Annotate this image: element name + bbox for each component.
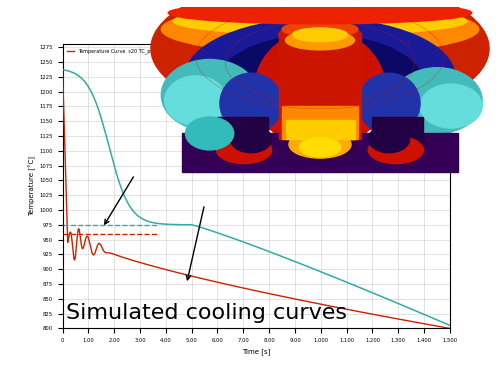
Ellipse shape [420, 84, 482, 128]
Ellipse shape [368, 125, 410, 153]
Ellipse shape [292, 28, 348, 42]
Ellipse shape [254, 29, 386, 150]
Ellipse shape [230, 125, 272, 153]
Ellipse shape [186, 18, 454, 134]
Ellipse shape [358, 73, 420, 134]
Bar [278, 35, 361, 139]
Ellipse shape [174, 7, 467, 35]
Ellipse shape [392, 68, 482, 134]
Bar [182, 134, 458, 172]
Ellipse shape [289, 131, 351, 158]
Ellipse shape [216, 35, 424, 134]
Ellipse shape [186, 117, 234, 150]
Ellipse shape [165, 76, 227, 125]
Bar [282, 106, 358, 139]
Ellipse shape [220, 73, 282, 134]
Ellipse shape [216, 136, 272, 163]
Ellipse shape [300, 138, 341, 157]
Text: Simulated cooling curves: Simulated cooling curves [66, 303, 348, 323]
Ellipse shape [168, 2, 472, 24]
Ellipse shape [151, 0, 489, 120]
Ellipse shape [162, 5, 478, 54]
Ellipse shape [368, 136, 424, 163]
Ellipse shape [282, 21, 358, 38]
Bar [216, 117, 268, 150]
Ellipse shape [286, 31, 354, 50]
Bar [372, 117, 424, 150]
Ellipse shape [162, 59, 258, 131]
Legend: Temperature Curve  s20 TC_p8, Temperature Curve  s80 TC_p8: Temperature Curve s20 TC_p8, Temperature… [65, 47, 247, 56]
Y-axis label: Temperature [°C]: Temperature [°C] [29, 156, 36, 216]
Bar [286, 120, 354, 139]
X-axis label: Time [s]: Time [s] [242, 349, 270, 355]
Ellipse shape [278, 24, 361, 46]
